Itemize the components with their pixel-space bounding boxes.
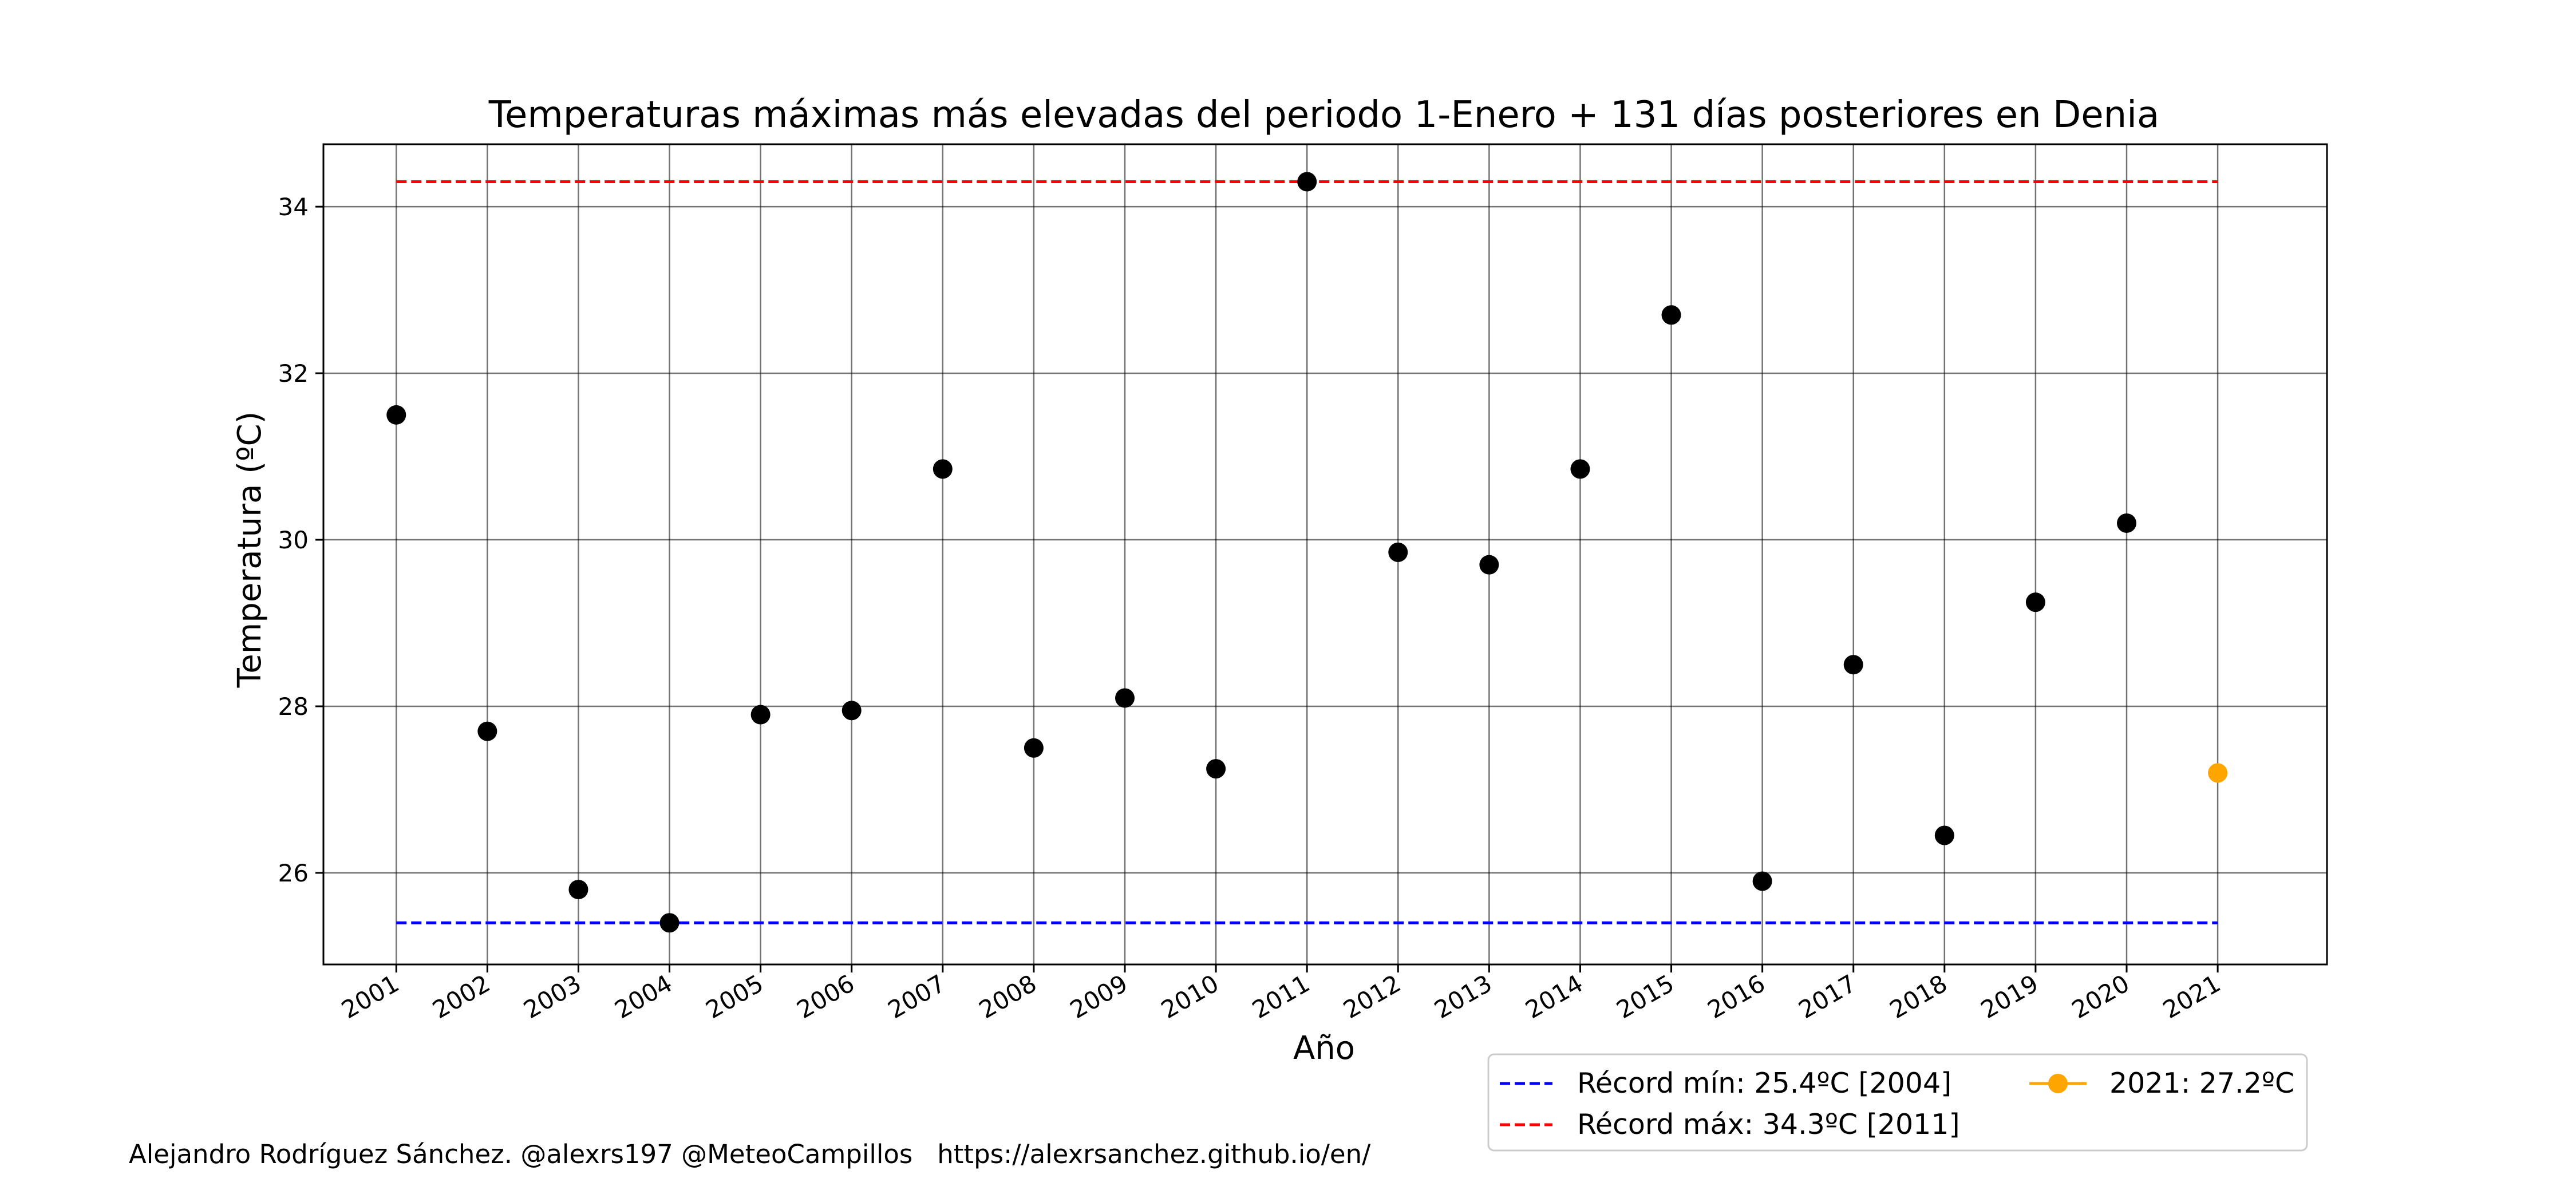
data-point xyxy=(2025,592,2045,612)
x-tick-label: 2012 xyxy=(1338,969,1405,1024)
data-point xyxy=(659,913,679,933)
data-point xyxy=(1934,825,1954,845)
y-tick-label: 28 xyxy=(278,693,309,721)
data-point xyxy=(1206,759,1226,779)
y-tick-label: 26 xyxy=(278,859,309,887)
data-point xyxy=(1843,655,1863,675)
x-tick-label: 2009 xyxy=(1065,969,1132,1024)
x-axis-label: Año xyxy=(1293,1030,1355,1067)
data-point xyxy=(750,705,771,725)
author-credit: Alejandro Rodríguez Sánchez. @alexrs197 … xyxy=(129,1139,1371,1169)
x-tick-label: 2016 xyxy=(1703,969,1770,1024)
data-point xyxy=(1297,172,1317,192)
y-axis-label: Temperatura (ºC) xyxy=(231,412,268,689)
plot-area: 26 28 30 32 34 2001 2002 2003 2004 2005 2006 2007 20… xyxy=(278,143,2328,1024)
y-tick-label: 32 xyxy=(278,359,309,388)
data-point xyxy=(1388,542,1408,562)
x-tick-label: 2020 xyxy=(2067,969,2134,1024)
data-point xyxy=(1024,738,1044,758)
x-tick-label: 2010 xyxy=(1156,969,1223,1024)
data-point xyxy=(1661,305,1681,325)
legend-2021-label: 2021: 27.2ºC xyxy=(2109,1067,2294,1100)
x-tick-label: 2005 xyxy=(701,969,768,1024)
data-point xyxy=(1570,459,1590,479)
x-tick-label: 2014 xyxy=(1520,969,1587,1024)
x-tick-label: 2017 xyxy=(1794,969,1861,1024)
legend-2021-swatch-marker xyxy=(2048,1074,2068,1093)
data-point xyxy=(1752,871,1772,891)
data-point xyxy=(2117,513,2136,533)
highlight-point-2021 xyxy=(2208,763,2228,783)
data-point xyxy=(386,405,406,425)
x-tick-label: 2004 xyxy=(610,969,677,1024)
data-point xyxy=(568,880,588,900)
data-point xyxy=(477,721,497,741)
y-tick-label: 30 xyxy=(278,526,309,554)
x-tick-label: 2003 xyxy=(519,969,586,1024)
legend: Récord mín: 25.4ºC [2004] Récord máx: 34… xyxy=(1487,1053,2308,1152)
x-tick-label: 2011 xyxy=(1247,969,1314,1024)
x-tick-label: 2002 xyxy=(428,969,495,1024)
x-tick-label: 2008 xyxy=(974,969,1041,1024)
legend-max-label: Récord máx: 34.3ºC [2011] xyxy=(1577,1108,1960,1141)
data-point xyxy=(841,701,862,721)
legend-min-label: Récord mín: 25.4ºC [2004] xyxy=(1577,1067,1951,1100)
data-point xyxy=(933,459,953,479)
x-tick-label: 2013 xyxy=(1429,969,1496,1024)
x-tick-label: 2019 xyxy=(1976,969,2043,1024)
x-tick-label: 2007 xyxy=(883,969,950,1024)
plot-frame xyxy=(322,143,2328,966)
x-tick-label: 2001 xyxy=(337,969,404,1024)
legend-frame xyxy=(1487,1053,2308,1152)
x-tick-label: 2015 xyxy=(1611,969,1678,1024)
y-tick-label: 34 xyxy=(278,193,309,221)
x-tick-label: 2018 xyxy=(1885,969,1952,1024)
data-point xyxy=(1479,555,1499,575)
chart-title: Temperaturas máximas más elevadas del pe… xyxy=(488,94,2159,136)
x-tick-label: 2021 xyxy=(2158,969,2225,1024)
x-tick-label: 2006 xyxy=(792,969,859,1024)
data-point xyxy=(1115,688,1135,708)
